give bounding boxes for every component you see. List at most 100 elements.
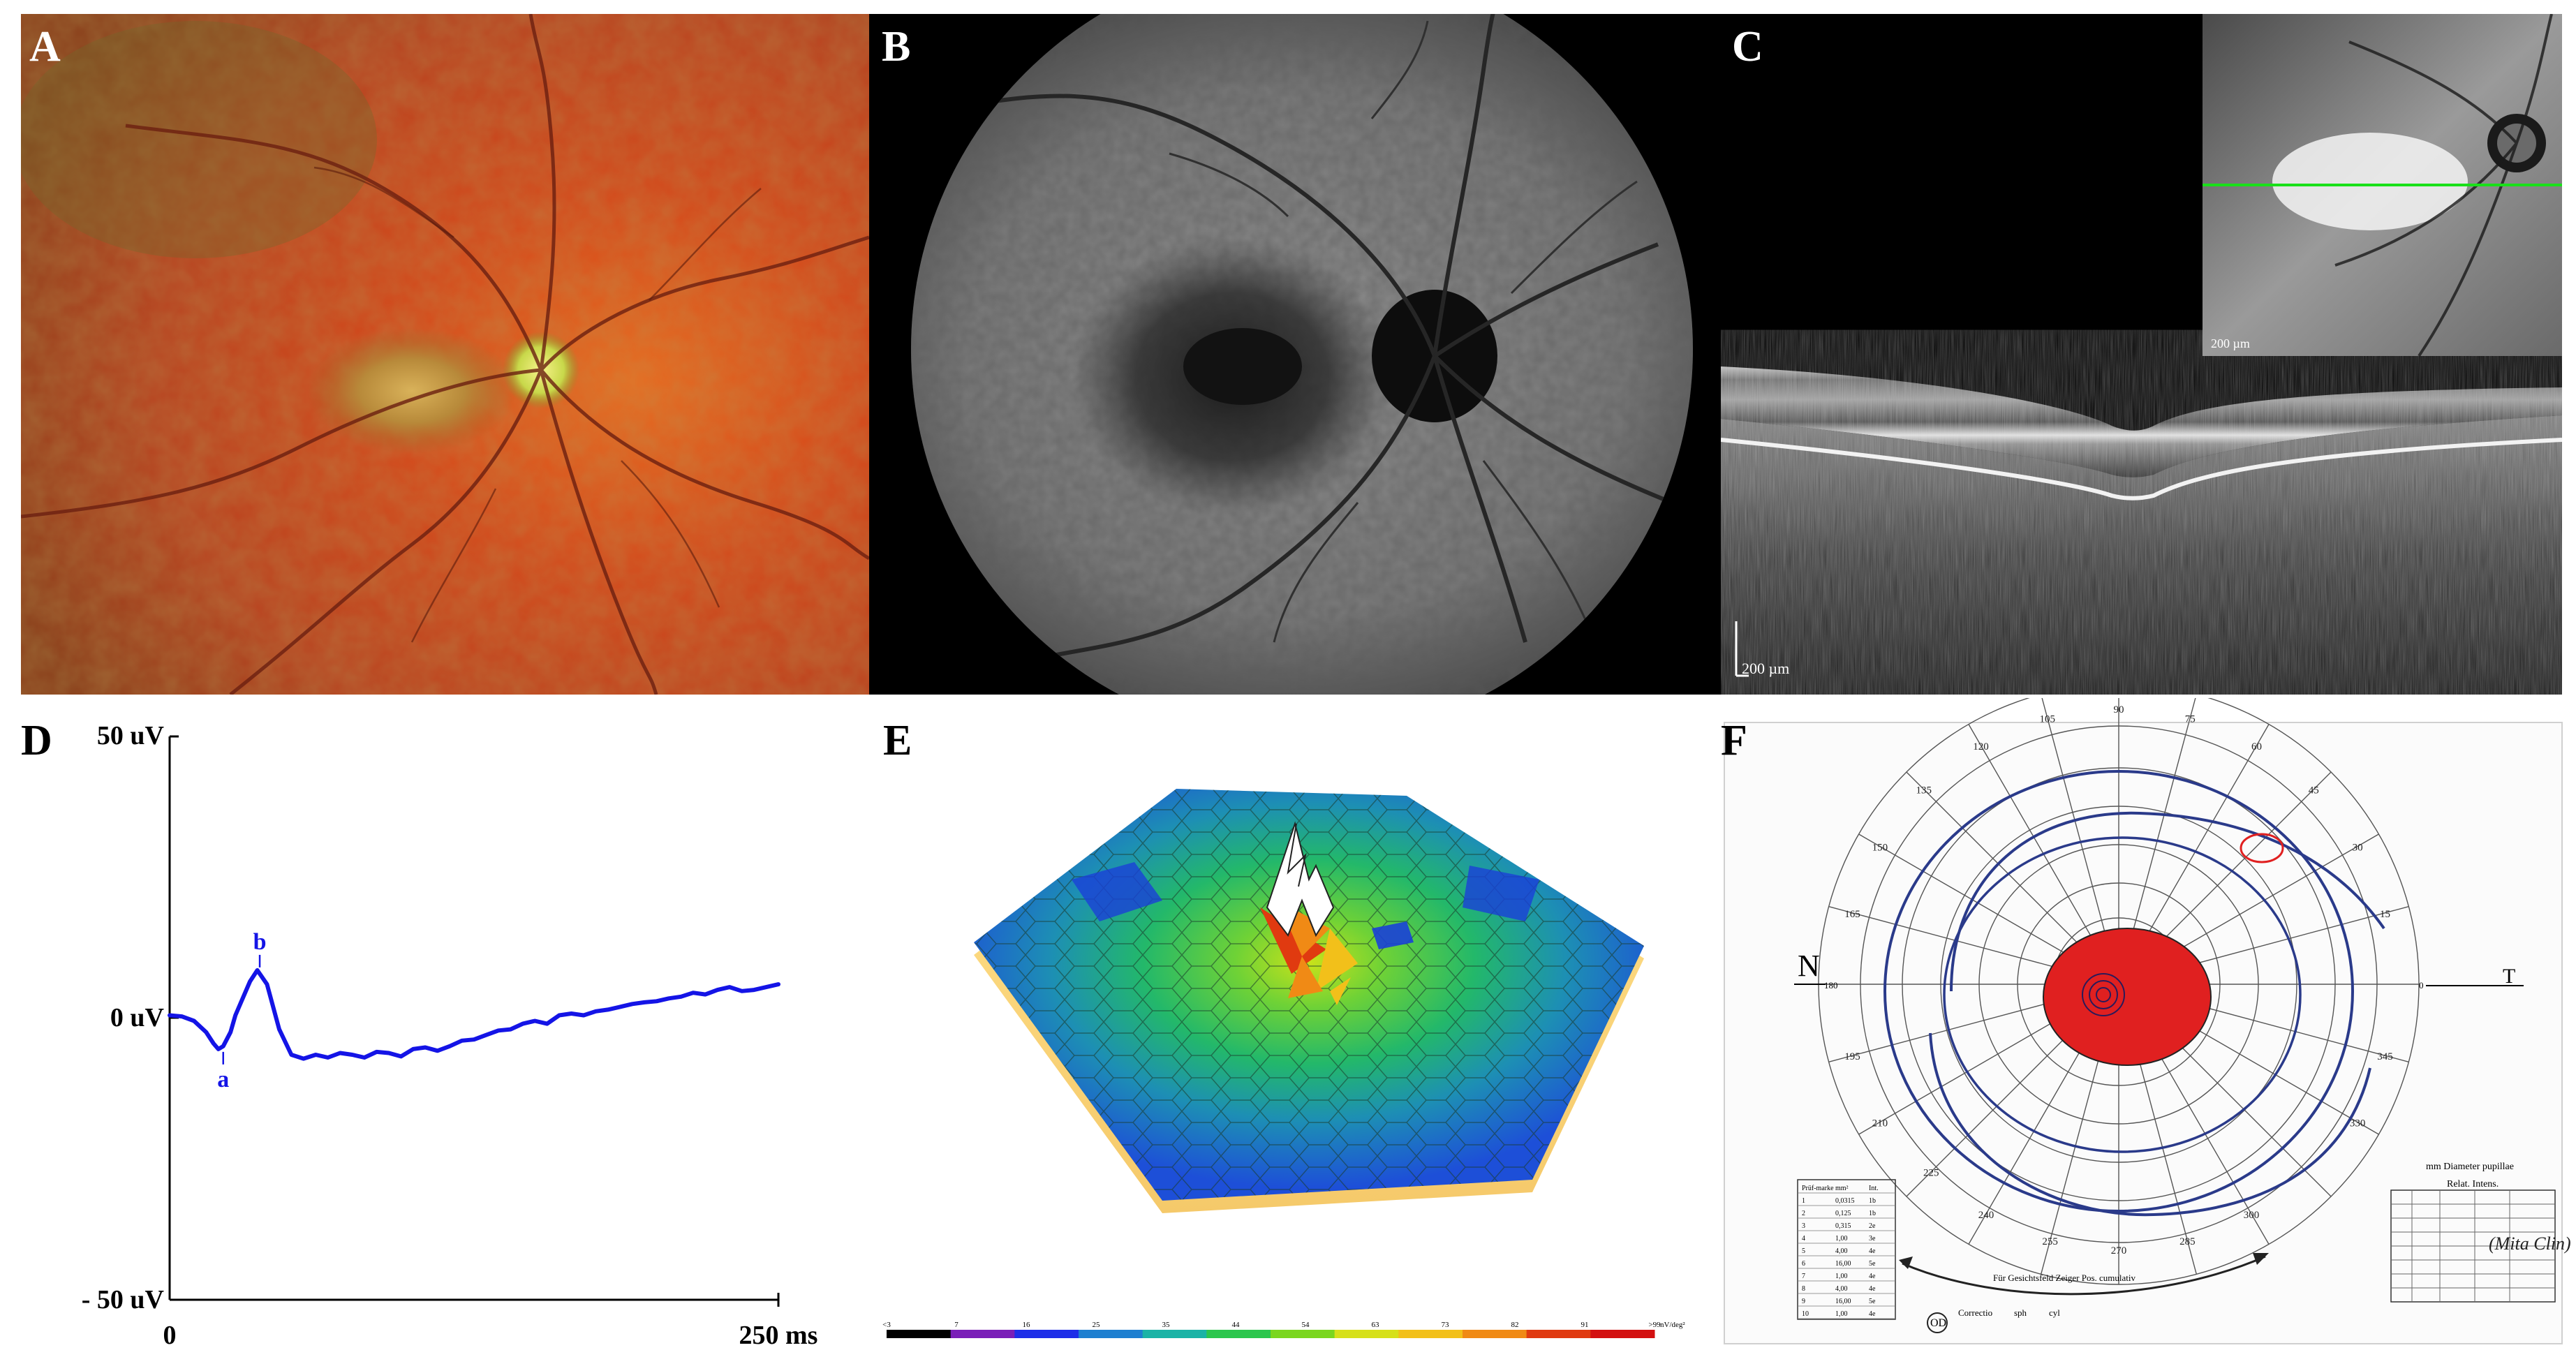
intensity-table: Relat. Intens. (Mita Clin) — [2390, 1179, 2571, 1303]
stimulus-table-cell: 4,00 — [1835, 1247, 1848, 1255]
perimetry-angle-label: 105 — [2040, 713, 2056, 725]
isopter-outer — [1883, 770, 2354, 1213]
perimetry-angle-label: 60 — [2251, 741, 2262, 752]
colorbar-tick-label: 7 — [954, 1321, 958, 1329]
stimulus-table: Prüf-marke mm² Int. 1 0,0315 1b 2 0,125 1b 3 0,315… — [1797, 1179, 1896, 1320]
isopter-middle — [1943, 836, 2302, 1153]
panel-b-autofluorescence: B — [869, 14, 1721, 695]
colorbar-tick-label: 44 — [1232, 1321, 1241, 1329]
perimetry-angle-label: 30 — [2353, 843, 2363, 854]
panel-d-erg: D 50 uV 0 uV - 50 uV 0 250 ms a b — [0, 698, 869, 1357]
perimetry-angle-label: 240 — [1978, 1210, 1994, 1221]
stimulus-table-cell: 0,125 — [1835, 1210, 1851, 1217]
perimetry-angle-label: 300 — [2244, 1210, 2260, 1221]
perimetry-angle-label: 75 — [2185, 713, 2196, 725]
stimulus-table-cell: 0,0315 — [1835, 1197, 1855, 1205]
stimulus-table-cell: 10 — [1802, 1310, 1809, 1318]
colorbar-tick-label: 82 — [1511, 1321, 1519, 1329]
perimetry-angle-label: 255 — [2042, 1236, 2058, 1247]
stimulus-table-cell: 3e — [1869, 1235, 1876, 1243]
perimetry-angle-label: 15 — [2380, 909, 2390, 920]
svg-text:200 µm: 200 µm — [2211, 336, 2250, 350]
perimetry-angle-label: 225 — [1923, 1168, 1939, 1179]
mferg-3d-map: <3 7 16 25 35 44 54 63 73 82 91 >99 nV/deg² — [882, 789, 1685, 1338]
perimetry-angle-label: 135 — [1916, 785, 1932, 796]
handwritten-note: (Mita Clin) — [2489, 1233, 2571, 1254]
colorbar-tick-label: 54 — [1302, 1321, 1310, 1329]
stimulus-table-cell: 1,00 — [1835, 1235, 1848, 1243]
erg-wave-label-a: a — [217, 1067, 229, 1092]
perimetry-angle-label: 45 — [2309, 785, 2319, 796]
erg-chart: 50 uV 0 uV - 50 uV 0 250 ms a b — [82, 721, 818, 1350]
colorbar-segment — [1590, 1330, 1655, 1338]
temporal-label: T — [2503, 965, 2515, 988]
stimulus-table-cell: Int. — [1869, 1185, 1879, 1192]
perimetry-angle-label: 195 — [1844, 1051, 1860, 1062]
erg-wave-label-b: b — [253, 929, 267, 955]
colorbar-tick-label: 35 — [1162, 1321, 1171, 1329]
colorbar-segment — [950, 1330, 1015, 1338]
fundus-color-image — [21, 14, 869, 695]
svg-text:Correctio: Correctio — [1958, 1307, 1992, 1318]
colorbar-tick-label: 16 — [1023, 1321, 1031, 1329]
stimulus-table-cell: 4 — [1802, 1235, 1805, 1243]
panel-e-mferg: E — [869, 698, 1721, 1357]
isopter-large — [1950, 811, 2385, 992]
colorbar-unit: nV/deg² — [1660, 1321, 1685, 1329]
colorbar-tick-label: 91 — [1581, 1321, 1589, 1329]
stimulus-table-cell: 0,315 — [1835, 1222, 1851, 1230]
panel-label-e: E — [883, 717, 912, 764]
colorbar-segment — [1334, 1330, 1399, 1338]
svg-text:Relat. Intens.: Relat. Intens. — [2447, 1179, 2499, 1189]
stimulus-table-cell: mm² — [1835, 1185, 1849, 1192]
colorbar-tick-label: >99 — [1648, 1321, 1661, 1329]
erg-y-label-bottom: - 50 uV — [82, 1285, 165, 1314]
oct-scan-image: 200 µm 200 µm — [1721, 14, 2562, 695]
stimulus-table-cell: 4e — [1869, 1273, 1876, 1280]
stimulus-table-cell: 3 — [1802, 1222, 1805, 1230]
panel-label-f: F — [1721, 717, 1747, 764]
perimetry-angle-label: 90 — [2114, 704, 2124, 715]
oct-inset-slo: 200 µm — [2203, 14, 2562, 357]
goldmann-chart: N T Prüf-marke mm² Int.1 0,0315 1b2 0,125 1b3 0… — [1724, 698, 2571, 1344]
panel-a-fundus-photo: A — [21, 14, 869, 695]
stimulus-table-cell: 4e — [1869, 1285, 1876, 1293]
svg-text:sph: sph — [2014, 1307, 2027, 1318]
panel-c-oct: 200 µm 200 µm C — [1721, 14, 2562, 695]
colorbar-tick-label: 73 — [1442, 1321, 1450, 1329]
stimulus-table-cell: 4e — [1869, 1310, 1876, 1318]
erg-y-label-top: 50 uV — [97, 721, 165, 750]
mferg-foveal-peak — [1260, 821, 1358, 1005]
colorbar-tick-label: <3 — [882, 1321, 891, 1329]
stimulus-table-cell: 4,00 — [1835, 1285, 1848, 1293]
stimulus-table-cell: 16,00 — [1835, 1298, 1851, 1305]
stimulus-table-cell: 5e — [1869, 1298, 1876, 1305]
colorbar-segment — [887, 1330, 952, 1338]
colorbar-segment — [1206, 1330, 1271, 1338]
colorbar-segment — [1271, 1330, 1335, 1338]
panel-label-a: A — [29, 23, 61, 71]
panel-label-b: B — [882, 23, 911, 71]
stimulus-table-cell: 5 — [1802, 1247, 1805, 1255]
stimulus-table-cell: 6 — [1802, 1260, 1805, 1268]
colorbar-segment — [1142, 1330, 1207, 1338]
stimulus-table-cell: 4e — [1869, 1247, 1876, 1255]
stimulus-table-cell: 7 — [1802, 1273, 1805, 1280]
oct-scale-label: 200 µm — [1742, 660, 1789, 677]
perimetry-angle-label: 345 — [2377, 1051, 2393, 1062]
stimulus-table-cell: 1b — [1869, 1210, 1876, 1217]
colorbar-segment — [1463, 1330, 1527, 1338]
svg-text:cyl: cyl — [2049, 1307, 2060, 1318]
colorbar-segment — [1014, 1330, 1079, 1338]
stimulus-table-cell: 2 — [1802, 1210, 1805, 1217]
perimetry-angle-label: 330 — [2350, 1118, 2366, 1129]
colorbar-segment — [1526, 1330, 1591, 1338]
stimulus-table-cell: 1b — [1869, 1197, 1876, 1205]
perimetry-axis-label: 180 — [1824, 980, 1838, 991]
mferg-colorbar: <3 7 16 25 35 44 54 63 73 82 91 >99 nV/deg² — [882, 1321, 1685, 1338]
stimulus-table-cell: Prüf-marke — [1802, 1185, 1834, 1192]
erg-x-label-end: 250 ms — [739, 1321, 818, 1350]
svg-text:Für Gesichtsfeld Zeiger Pos. c: Für Gesichtsfeld Zeiger Pos. cumulativ — [1993, 1273, 2135, 1283]
panel-label-d: D — [21, 717, 52, 764]
stimulus-table-cell: 16,00 — [1835, 1260, 1851, 1268]
